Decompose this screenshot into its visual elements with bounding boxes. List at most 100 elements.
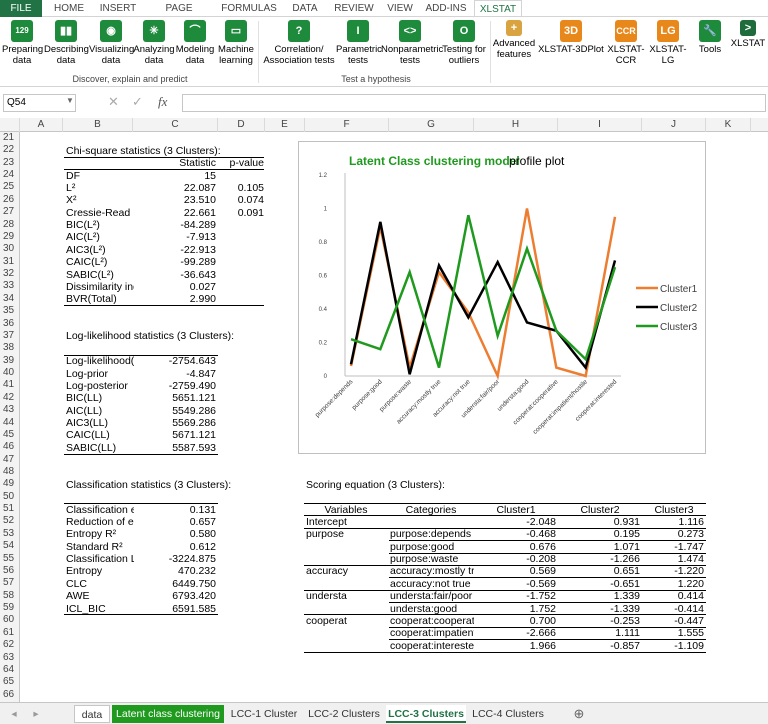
table-cell-value[interactable]: -0.447 [674,614,704,627]
table-row-label[interactable]: Intercept [306,515,347,528]
table-row-label[interactable]: Reduction of err [66,515,134,528]
formula-input[interactable] [182,94,766,112]
tab-xlstat[interactable]: XLSTAT [474,0,522,18]
row-header[interactable]: 22 [3,144,15,156]
analyzing-data-button[interactable]: ✳ Analyzing data [133,20,175,72]
row-header[interactable]: 26 [3,193,15,205]
sheet-tab-data[interactable]: data [74,705,110,723]
row-header[interactable]: 54 [3,540,15,552]
table-cell-value[interactable]: -2.048 [526,515,556,528]
table-cell-value[interactable]: 15 [204,169,216,182]
table-row-label[interactable]: BIC(LL) [66,392,103,405]
table-cell-value[interactable]: 0.569 [529,565,556,578]
tab-review[interactable]: REVIEW [334,3,374,14]
table-cell-value[interactable]: 6793.420 [172,590,216,603]
table-row-category[interactable]: cooperat:interested [390,639,474,652]
chi-square-title[interactable]: Chi-square statistics (3 Clusters): [66,144,221,157]
col-header-f[interactable]: F [305,118,389,132]
table-cell-value[interactable]: 0.131 [189,503,216,516]
row-header[interactable]: 56 [3,564,15,576]
row-header[interactable]: 51 [3,503,15,515]
table-row-category[interactable]: cooperat:cooperativ [390,614,474,627]
table-cell-value[interactable]: 1.111 [615,627,640,640]
table-cell-value[interactable]: -0.208 [526,553,556,566]
row-header[interactable]: 40 [3,367,15,379]
row-header[interactable]: 42 [3,391,15,403]
row-header[interactable]: 53 [3,527,15,539]
tab-home[interactable]: HOME [54,3,84,14]
table-cell-value[interactable]: -2.666 [526,627,556,640]
table-cell-value[interactable]: -1.220 [674,565,704,578]
row-header[interactable]: 29 [3,230,15,242]
table-cell-value[interactable]: 1.555 [677,627,704,640]
table-row-label[interactable]: AIC(L²) [66,231,100,244]
table-cell-value[interactable]: 5549.286 [172,404,216,417]
table-row-category[interactable] [390,516,474,528]
table-cell-value[interactable] [220,170,264,182]
tab-add-ins[interactable]: ADD-INS [425,3,467,14]
row-header[interactable]: 47 [3,453,15,465]
table-cell-value[interactable] [220,231,264,243]
table-cell-value[interactable]: 6449.750 [172,577,216,590]
table-cell-value[interactable]: 22.661 [183,206,216,219]
table-row-label[interactable] [306,640,388,652]
table-cell-value[interactable]: 0.651 [613,565,640,578]
table-cell-value[interactable]: -36.643 [180,268,216,281]
table-row-label[interactable]: CAIC(L²) [66,256,108,269]
col-header-i[interactable]: I [558,118,642,132]
sheet-tab-lcc2[interactable]: LCC-2 Clusters [308,708,380,720]
row-header[interactable]: 58 [3,589,15,601]
table-row-label[interactable]: AIC3(L²) [66,243,106,256]
table-row-label[interactable]: Log-likelihood(L [66,355,134,368]
row-header[interactable]: 49 [3,478,15,490]
table-row-label[interactable]: Cressie-Read [66,206,131,219]
table-row-label[interactable] [306,578,388,590]
row-header[interactable]: 27 [3,206,15,218]
table-row-category[interactable]: understa:fair/poor [390,590,473,603]
table-row-label[interactable]: Log-prior [66,367,109,380]
table-cell-value[interactable]: -1.266 [610,553,640,566]
row-header[interactable]: 61 [3,626,15,638]
table-cell-value[interactable]: -0.468 [526,528,556,541]
xlstat-ccr-button[interactable]: CCR XLSTAT- CCR [606,20,646,72]
table-cell-value[interactable]: -1.109 [674,639,704,652]
table-row-label[interactable]: Entropy R² [66,528,117,541]
sheet-tab-lcc3[interactable]: LCC-3 Clusters [386,705,466,723]
correlation-tests-button[interactable]: ? Correlation/Association tests [262,20,336,72]
table-cell-value[interactable]: 0.700 [529,614,556,627]
row-header[interactable]: 50 [3,490,15,502]
column-header-statistic[interactable]: Statistic [179,157,216,170]
parametric-tests-button[interactable]: I Parametric tests [336,20,382,72]
table-cell-value[interactable]: -0.253 [610,614,640,627]
table-cell-value[interactable]: 5671.121 [172,429,216,442]
table-cell-value[interactable]: -7.913 [186,231,216,244]
table-row-label[interactable]: SABIC(L²) [66,268,114,281]
row-header[interactable]: 64 [3,663,15,675]
table-cell-value[interactable]: 5587.593 [172,441,216,454]
tab-formulas[interactable]: FORMULAS [221,3,277,14]
row-header[interactable]: 43 [3,404,15,416]
col-header-k[interactable]: K [706,118,751,132]
outliers-tests-button[interactable]: O Testing for outliers [440,20,488,72]
table-cell-value[interactable]: 0.612 [189,540,216,553]
xlstat-3dplot-button[interactable]: 3D XLSTAT-3DPlot [537,20,605,72]
row-header[interactable]: 24 [3,169,15,181]
chevron-down-icon[interactable]: ▼ [66,96,74,105]
table-cell-value[interactable]: -4.847 [186,367,216,380]
table-row-label[interactable]: Entropy [66,565,103,578]
column-header[interactable]: Categories [405,503,457,516]
table-cell-value[interactable]: 5651.121 [172,392,216,405]
table-row-label[interactable]: DF [66,169,80,182]
cancel-icon[interactable]: ✕ [108,94,119,109]
table-cell-value[interactable]: 1.339 [613,590,640,603]
row-header[interactable]: 44 [3,416,15,428]
fx-icon[interactable]: fx [158,94,168,109]
col-header-h[interactable]: H [474,118,558,132]
sheet-tab-lcc1[interactable]: LCC-1 Cluster [230,708,298,720]
tools-button[interactable]: 🔧 Tools [693,20,727,72]
table-row-label[interactable]: Log-posterior [66,379,128,392]
row-header[interactable]: 37 [3,329,15,341]
table-cell-value[interactable]: -0.651 [610,577,640,590]
table-cell-value[interactable]: 470.232 [178,565,216,578]
row-header[interactable]: 66 [3,688,15,700]
